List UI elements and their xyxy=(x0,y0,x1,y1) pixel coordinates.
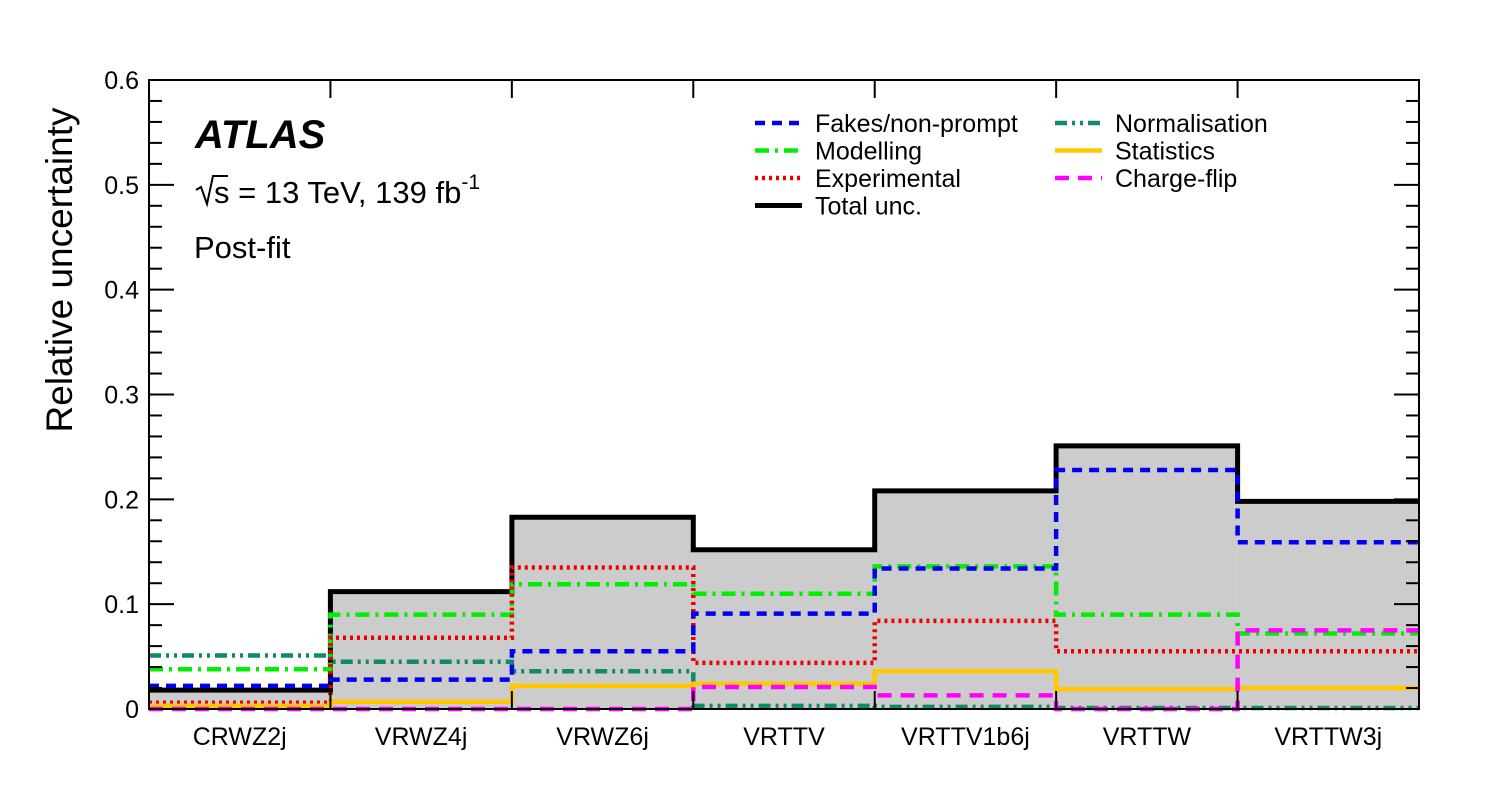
legend-label: Experimental xyxy=(815,165,961,193)
y-tick-label: 0 xyxy=(125,696,139,724)
total-fill-bin xyxy=(874,490,1057,709)
y-tick-label: 0.3 xyxy=(104,382,139,410)
lumi-exponent: -1 xyxy=(461,171,480,194)
x-category-label: VRTTW3j xyxy=(1274,723,1382,751)
total-fill-bin xyxy=(1237,501,1419,709)
atlas-label: ATLAS xyxy=(194,113,326,157)
x-category-label: VRWZ4j xyxy=(375,723,468,751)
total-fill-bin xyxy=(511,517,694,709)
y-tick-label: 0.2 xyxy=(104,486,139,514)
sqrt-s-text: s xyxy=(214,175,230,210)
series-line-experimental xyxy=(149,565,1419,705)
post-fit-label: Post-fit xyxy=(194,230,291,265)
legend-label: Modelling xyxy=(815,138,922,166)
series-line-total-unc xyxy=(149,443,1419,693)
y-tick-label: 0.1 xyxy=(104,591,139,619)
y-tick-label: 0.6 xyxy=(104,67,139,95)
legend-label: Statistics xyxy=(1115,138,1215,166)
legend-label: Fakes/non-prompt xyxy=(815,110,1018,138)
total-fill-bin xyxy=(1056,445,1238,709)
legend: Fakes/non-promptModellingExperimentalTot… xyxy=(755,110,1268,221)
svg-text:s = 13 TeV, 139 fb-1: s = 13 TeV, 139 fb-1 xyxy=(214,171,480,210)
series-line-modelling xyxy=(149,564,1419,672)
legend-label: Charge-flip xyxy=(1115,165,1237,193)
y-tick-label: 0.5 xyxy=(104,172,139,200)
y-tick-label: 0.4 xyxy=(104,277,139,305)
x-category-label: VRTTV1b6j xyxy=(901,723,1030,751)
series-line-statistics xyxy=(149,669,1419,709)
x-category-label: CRWZ2j xyxy=(193,723,287,751)
y-axis-label: Relative uncertainty xyxy=(39,107,80,432)
energy-lumi-text: = 13 TeV, 139 fb xyxy=(230,175,462,210)
x-category-label: VRTTV xyxy=(743,723,825,751)
x-category-label: VRWZ6j xyxy=(556,723,649,751)
legend-label: Normalisation xyxy=(1115,110,1268,138)
total-fill-bin xyxy=(330,591,512,709)
energy-lumi-annotation: s = 13 TeV, 139 fb-1 xyxy=(195,171,480,210)
legend-label: Total unc. xyxy=(815,193,922,221)
x-category-label: VRTTW xyxy=(1103,723,1192,751)
sqrt-symbol xyxy=(195,175,228,208)
